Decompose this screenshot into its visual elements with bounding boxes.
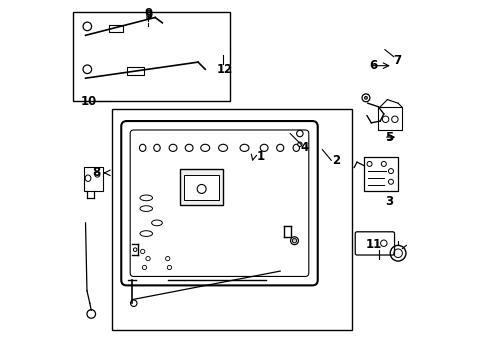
Bar — [126, 67, 144, 75]
Ellipse shape — [130, 300, 137, 306]
FancyBboxPatch shape — [130, 130, 308, 276]
Ellipse shape — [240, 144, 248, 152]
Ellipse shape — [297, 142, 302, 147]
Text: 9: 9 — [143, 9, 152, 22]
Ellipse shape — [167, 265, 171, 270]
Ellipse shape — [142, 265, 146, 270]
Bar — [364, 157, 397, 191]
Ellipse shape — [381, 161, 386, 166]
FancyBboxPatch shape — [121, 121, 317, 285]
Ellipse shape — [387, 168, 393, 174]
Text: 12: 12 — [216, 63, 232, 76]
Text: 4: 4 — [300, 141, 308, 154]
Text: 9: 9 — [143, 8, 152, 21]
Text: 1: 1 — [256, 150, 264, 163]
Bar — [378, 107, 401, 130]
Ellipse shape — [218, 144, 227, 152]
Ellipse shape — [292, 239, 296, 243]
Ellipse shape — [165, 256, 169, 261]
Ellipse shape — [95, 172, 100, 177]
Ellipse shape — [153, 144, 160, 152]
Bar — [112, 109, 351, 330]
Ellipse shape — [260, 144, 267, 152]
Ellipse shape — [296, 130, 303, 137]
Text: 8: 8 — [92, 166, 100, 179]
Ellipse shape — [85, 175, 91, 181]
Ellipse shape — [382, 116, 388, 122]
Text: 3: 3 — [385, 195, 392, 208]
Bar — [108, 24, 123, 32]
Ellipse shape — [387, 179, 393, 184]
Ellipse shape — [145, 256, 150, 261]
Ellipse shape — [140, 195, 152, 201]
Text: 7: 7 — [392, 54, 401, 67]
Text: 11: 11 — [365, 238, 381, 251]
Ellipse shape — [366, 161, 371, 166]
Ellipse shape — [185, 144, 193, 152]
Ellipse shape — [292, 144, 299, 152]
Ellipse shape — [140, 249, 144, 253]
Text: 6: 6 — [369, 59, 377, 72]
Bar — [73, 12, 230, 102]
Text: 5: 5 — [384, 131, 392, 144]
FancyBboxPatch shape — [354, 232, 394, 255]
Ellipse shape — [197, 184, 205, 193]
Ellipse shape — [140, 206, 152, 211]
Ellipse shape — [380, 240, 386, 247]
Ellipse shape — [151, 220, 162, 226]
Ellipse shape — [364, 96, 366, 99]
Ellipse shape — [140, 231, 152, 237]
Text: 10: 10 — [81, 95, 97, 108]
Ellipse shape — [133, 248, 137, 251]
Ellipse shape — [201, 144, 209, 152]
Ellipse shape — [276, 144, 283, 152]
Ellipse shape — [391, 116, 397, 122]
Bar — [83, 167, 103, 191]
Bar — [180, 169, 223, 205]
Bar — [183, 175, 219, 200]
Ellipse shape — [169, 144, 177, 152]
Ellipse shape — [290, 237, 298, 245]
Ellipse shape — [139, 144, 145, 152]
Text: 2: 2 — [332, 154, 340, 167]
Ellipse shape — [361, 94, 369, 102]
